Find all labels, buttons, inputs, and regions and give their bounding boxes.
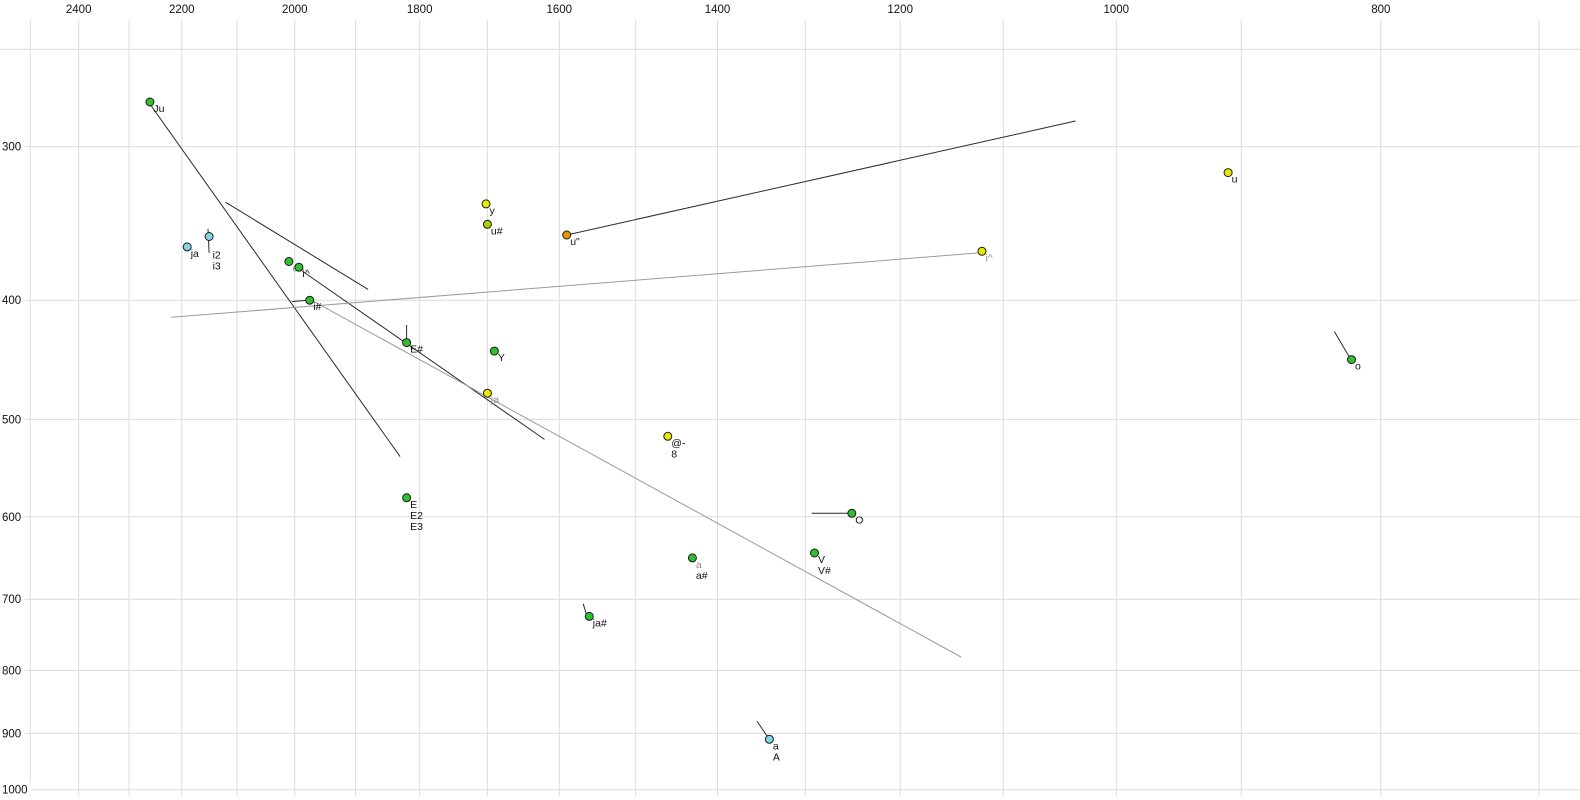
data-point-at-dash-8[interactable]: [663, 431, 673, 441]
x-axis-tick-label: 800: [1371, 4, 1390, 16]
point-label-i-caret: i^: [302, 268, 309, 280]
trajectory-line: [311, 299, 962, 658]
point-label-i2-i3: i2: [213, 250, 221, 262]
point-label-y: y: [490, 205, 496, 217]
y-axis-tick-label: 300: [2, 142, 21, 154]
x-axis-tick-label: 1200: [887, 4, 913, 16]
point-label-o: o: [1355, 361, 1361, 373]
point-label-at-dash-8: @-: [671, 437, 686, 449]
data-point-a-hash[interactable]: [687, 553, 697, 563]
point-label-a-hash: a: [696, 559, 702, 571]
point-label-u-umlaut: u": [570, 236, 580, 248]
y-tick-backing: [0, 726, 25, 740]
x-axis-tick-label: 1800: [407, 4, 433, 16]
data-point-i-hash[interactable]: [305, 295, 315, 305]
point-label-a-hash: a#: [696, 570, 708, 582]
point-label-V-V-hash: V#: [818, 565, 831, 577]
data-point-o[interactable]: [1347, 355, 1356, 365]
x-axis-tick-label: 1000: [1104, 4, 1130, 16]
trajectory-line: [566, 120, 1076, 236]
y-axis-tick-label: 1000: [2, 785, 28, 797]
y-tick-backing: [0, 293, 25, 307]
x-axis-tick-label: 1600: [547, 4, 573, 16]
point-label-ja-hash: ja#: [592, 617, 607, 629]
data-point-u[interactable]: [1223, 168, 1233, 178]
point-label-O: O: [855, 514, 863, 526]
x-axis-tick-label: 1400: [705, 4, 731, 16]
y-axis-tick-label: 400: [2, 295, 21, 307]
point-label-V-V-hash: V: [818, 554, 825, 566]
trajectory-line: [149, 103, 401, 457]
data-point-E-hash[interactable]: [402, 338, 412, 348]
point-label-i-caret-right: i^: [986, 252, 993, 264]
y-tick-backing: [0, 509, 25, 523]
y-axis-tick-label: 500: [2, 414, 21, 426]
trajectory-line: [225, 201, 369, 290]
y-tick-backing: [0, 663, 25, 677]
x-axis-tick-label: 2200: [169, 4, 195, 16]
y-axis-tick-label: 800: [2, 666, 21, 678]
data-point-i2-i3[interactable]: [204, 232, 214, 241]
data-point-i-caret[interactable]: [294, 262, 304, 272]
x-axis-tick-label: 2000: [282, 4, 308, 16]
point-label-E-hash: E#: [410, 344, 423, 356]
point-label-E-E2-E3: E2: [410, 510, 423, 522]
point-label-ju: Ju: [153, 103, 164, 115]
point-label-E-E2-E3: E: [410, 499, 417, 511]
data-point-u-hash[interactable]: [482, 219, 492, 229]
trajectory-line: [300, 269, 545, 440]
data-point-ja-center[interactable]: [482, 388, 492, 398]
data-point-E-E2-E3[interactable]: [402, 493, 412, 503]
point-label-u: u: [1232, 174, 1238, 186]
point-label-i2-i3: i3: [213, 261, 221, 273]
point-label-at-dash-8: 8: [671, 448, 677, 460]
data-point-ja-left[interactable]: [182, 242, 192, 252]
point-label-Y: Y: [498, 352, 505, 364]
y-tick-backing: [0, 412, 25, 426]
y-tick-backing: [0, 782, 32, 796]
data-point-a-A[interactable]: [764, 734, 774, 744]
trajectory-line: [1333, 331, 1351, 359]
data-point-O[interactable]: [847, 508, 857, 518]
data-point-V-V-hash[interactable]: [810, 548, 819, 558]
data-point-i-caret-right[interactable]: [977, 246, 987, 256]
data-point-Y[interactable]: [489, 346, 499, 356]
y-axis-tick-label: 700: [2, 594, 21, 606]
trajectory-line: [756, 721, 769, 739]
y-axis-tick-label: 900: [2, 728, 21, 740]
point-label-E-E2-E3: E3: [410, 521, 423, 533]
y-axis-tick-label: 600: [2, 512, 21, 524]
point-label-u-hash: u#: [491, 225, 503, 237]
y-tick-backing: [0, 592, 25, 606]
point-label-a-A: A: [773, 751, 780, 763]
data-point-ja-hash[interactable]: [584, 611, 594, 621]
point-label-ja-center: ja: [490, 394, 499, 406]
y-tick-backing: [0, 139, 25, 153]
data-point-y[interactable]: [481, 199, 491, 209]
point-label-i-hash: i#: [313, 301, 321, 313]
data-point-u-umlaut[interactable]: [562, 230, 572, 240]
point-label-a-A: a: [773, 740, 779, 752]
x-axis-tick-label: 2400: [66, 4, 92, 16]
data-point-ju[interactable]: [145, 97, 155, 107]
data-point-e[interactable]: [284, 257, 294, 266]
trajectory-line: [171, 252, 980, 318]
point-label-ja-left: ja: [190, 248, 199, 260]
